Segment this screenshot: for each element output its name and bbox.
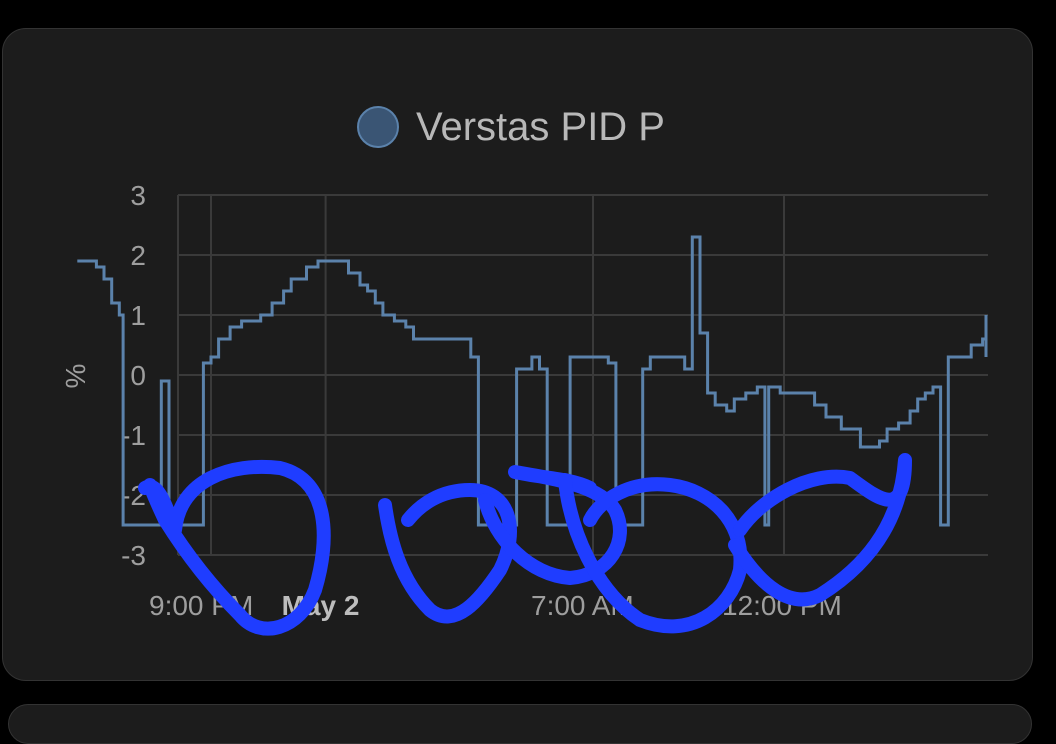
series-line [77,235,988,527]
y-tick-label: 1 [130,300,146,331]
hand-drawn-scribbles [138,453,912,636]
y-tick-label: -3 [121,540,146,571]
y-tick-label: -1 [121,420,146,451]
legend-label[interactable]: Verstas PID P [416,105,665,149]
scribble-stroke [558,473,748,634]
scribble-stroke [378,483,517,624]
grid [177,194,988,556]
y-axis-label: % [60,364,91,389]
y-tick-label: 0 [130,360,146,391]
scribble-stroke [478,465,627,585]
y-tick-label: 2 [130,240,146,271]
legend-swatch-icon[interactable] [357,106,399,148]
scribble-stroke [138,459,331,636]
series-group [77,235,988,527]
chart-card [2,28,1033,681]
y-tick-label: 3 [130,180,146,211]
scribble-stroke [728,453,912,607]
legend[interactable]: Verstas PID P [357,105,665,149]
x-axis-ticks: 9:00 PM May 2 7:00 AM 12:00 PM [149,590,842,621]
